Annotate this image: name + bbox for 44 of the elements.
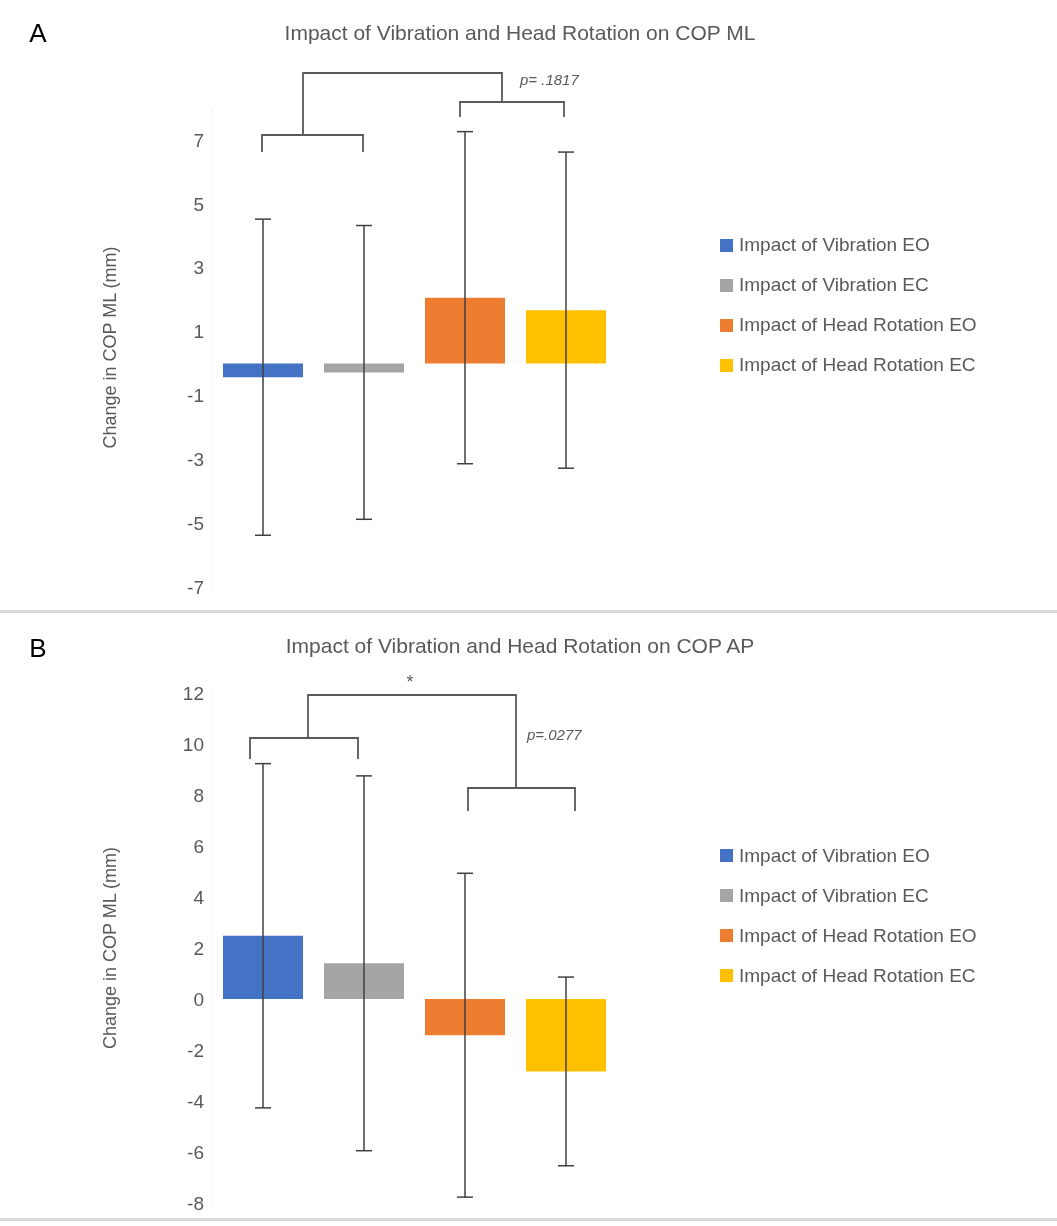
bar bbox=[526, 310, 606, 364]
text: * bbox=[406, 672, 414, 692]
y-axis-title: Change in COP ML (mm) bbox=[100, 246, 121, 449]
y-axis-title: Change in COP ML (mm) bbox=[100, 846, 121, 1050]
legend-label: Impact of Head Rotation EC bbox=[739, 963, 976, 988]
y-tick-label: 12 bbox=[182, 682, 204, 704]
bar bbox=[425, 297, 505, 364]
y-tick-label: 4 bbox=[193, 886, 205, 908]
legend-label: Impact of Head Rotation EC bbox=[739, 353, 976, 377]
text: B bbox=[29, 633, 47, 663]
y-tick-label: 0 bbox=[193, 988, 204, 1010]
legend-label: Impact of Vibration EO bbox=[739, 233, 930, 257]
y-tick-label: -1 bbox=[187, 385, 204, 407]
legend-label: Impact of Head Rotation EO bbox=[739, 923, 977, 948]
y-tick-label: -3 bbox=[187, 449, 204, 471]
chart-title: Impact of Vibration and Head Rotation on COP ML bbox=[284, 21, 756, 44]
y-tick-label: 3 bbox=[193, 257, 204, 279]
bar bbox=[425, 999, 505, 1036]
y-tick-label: -7 bbox=[187, 576, 204, 598]
y-tick-label: -2 bbox=[187, 1039, 204, 1061]
y-tick-label: 6 bbox=[193, 835, 204, 857]
text: p= .1817 bbox=[519, 71, 580, 88]
legend-label: Impact of Vibration EO bbox=[739, 843, 930, 868]
text: A bbox=[29, 18, 48, 48]
bar bbox=[324, 363, 404, 373]
y-tick-label: 7 bbox=[193, 129, 204, 151]
bar bbox=[223, 935, 303, 999]
bar bbox=[324, 963, 404, 999]
y-tick-label: 1 bbox=[193, 321, 204, 343]
chart-title: Impact of Vibration and Head Rotation on COP AP bbox=[285, 634, 755, 657]
legend-label: Impact of Vibration EC bbox=[739, 273, 929, 297]
y-tick-label: -6 bbox=[187, 1141, 204, 1163]
bar bbox=[526, 999, 606, 1072]
legend-label: Impact of Vibration EC bbox=[739, 883, 929, 908]
annotation: p=.0277 bbox=[526, 726, 583, 743]
y-tick-label: 10 bbox=[182, 733, 204, 755]
y-tick-label: 8 bbox=[193, 784, 204, 806]
y-tick-label: 2 bbox=[193, 937, 204, 959]
bar bbox=[223, 363, 303, 378]
y-tick-label: -5 bbox=[187, 512, 204, 534]
y-tick-label: -8 bbox=[187, 1192, 204, 1214]
y-tick-label: 5 bbox=[193, 193, 204, 215]
y-tick-label: -4 bbox=[187, 1090, 205, 1112]
legend-label: Impact of Head Rotation EO bbox=[739, 313, 977, 337]
